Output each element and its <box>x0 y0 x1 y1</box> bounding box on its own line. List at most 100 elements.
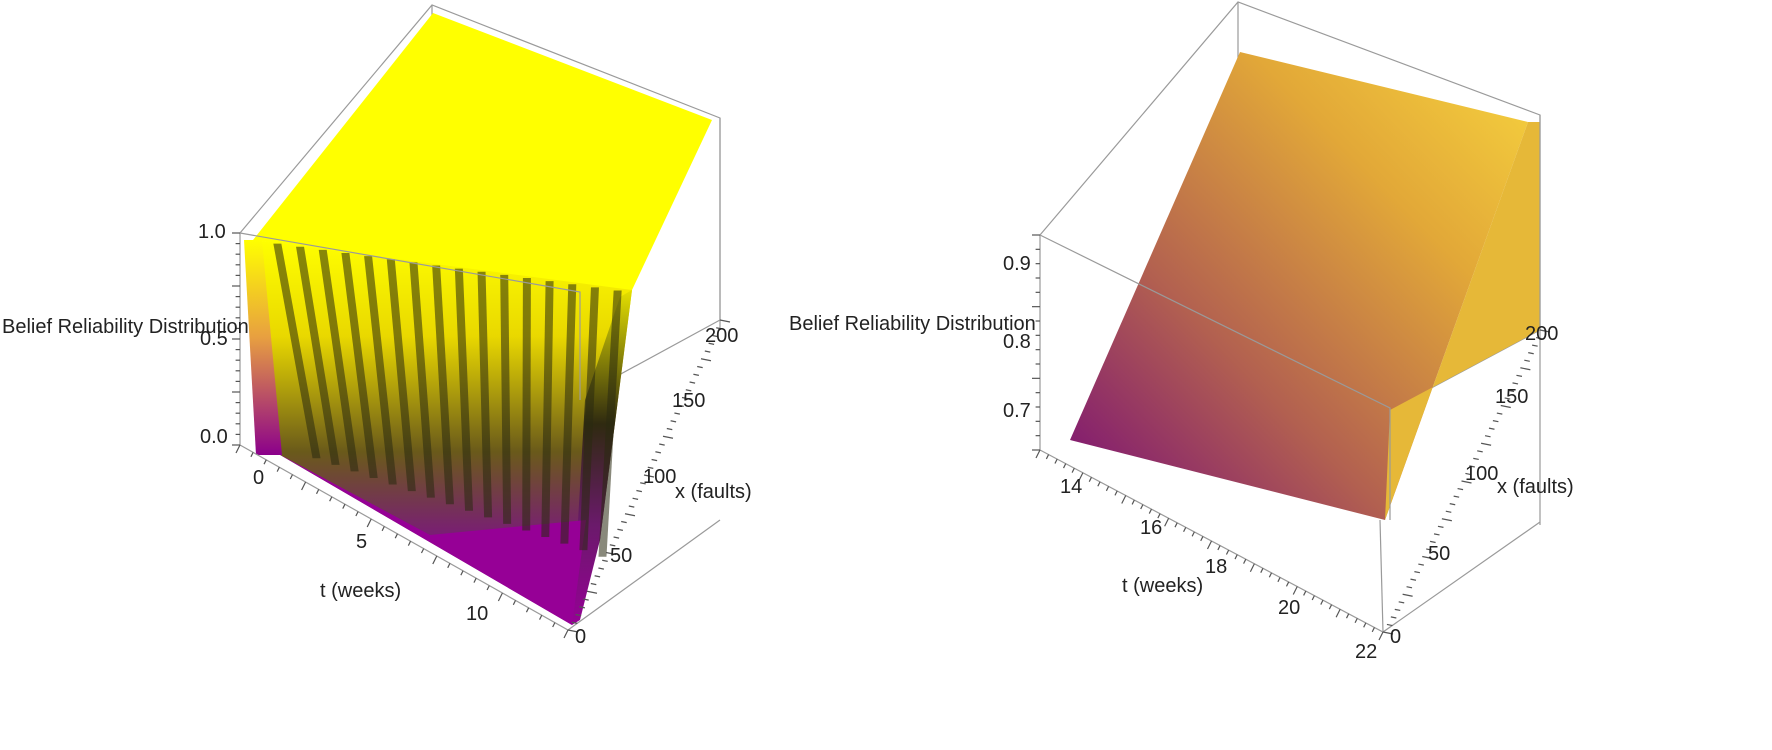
tick-mark <box>719 319 731 323</box>
x-tick-0: 0 <box>253 467 264 489</box>
x-axis-label: t (weeks) <box>320 580 401 602</box>
z-tick-0.5: 0.5 <box>200 328 228 350</box>
tick-mark <box>1422 555 1433 560</box>
tick-mark <box>1532 344 1538 347</box>
tick-mark <box>1328 604 1333 610</box>
ridge <box>273 243 321 459</box>
tick-mark <box>1260 568 1264 573</box>
x-tick-22: 22 <box>1355 641 1377 663</box>
tick-mark <box>1461 480 1472 484</box>
tick-mark <box>366 518 372 528</box>
tick-mark <box>1390 616 1397 619</box>
ridge <box>296 246 340 465</box>
tick-mark <box>1183 527 1187 533</box>
surface-ridges <box>273 243 622 557</box>
tick-mark <box>1243 558 1247 564</box>
tick-mark <box>1516 374 1523 377</box>
x-tick-5: 5 <box>356 531 367 553</box>
tick-mark <box>704 350 711 353</box>
tick-mark <box>1481 442 1492 446</box>
plot-right: 0.9 0.8 0.7 Belief Reliability Distribut… <box>789 1 1574 663</box>
tick-mark <box>708 342 715 345</box>
tick-mark <box>394 533 398 539</box>
surface-side-face <box>1385 122 1540 520</box>
tick-mark <box>1386 623 1393 627</box>
y-tick-50: 50 <box>610 545 632 567</box>
tick-mark <box>579 606 586 609</box>
tick-mark <box>263 459 267 465</box>
surface-left-face <box>244 240 282 455</box>
tick-mark <box>609 544 616 547</box>
tick-mark <box>301 481 307 491</box>
tick-mark <box>1508 389 1515 393</box>
tick-mark <box>1045 454 1050 460</box>
tick-mark <box>342 503 346 509</box>
tick-mark <box>693 373 700 376</box>
ridge <box>432 265 454 505</box>
tick-mark <box>460 570 464 576</box>
tick-mark <box>1363 622 1367 628</box>
tick-mark <box>613 536 620 539</box>
tick-mark <box>289 474 294 480</box>
x-tick-16: 16 <box>1140 517 1162 539</box>
surface-plane <box>1070 52 1528 520</box>
tick-mark <box>1035 449 1041 459</box>
tick-mark <box>1449 503 1456 506</box>
tick-mark <box>447 563 451 569</box>
tick-mark <box>1088 477 1092 482</box>
tick-mark <box>655 451 662 454</box>
tick-mark <box>674 412 681 415</box>
tick-mark <box>681 396 693 401</box>
tick-mark <box>1484 435 1491 438</box>
tick-mark <box>276 466 280 472</box>
tick-mark <box>1528 352 1534 355</box>
tick-mark <box>700 358 712 362</box>
tick-mark <box>1469 465 1475 468</box>
tick-mark <box>605 551 617 556</box>
ridge <box>341 252 378 478</box>
plot-left: 1.0 0.5 0.0 Belief Reliability Distribut… <box>2 4 752 648</box>
y-tick-0: 0 <box>575 626 586 648</box>
tick-mark <box>1492 420 1499 423</box>
tick-mark <box>1437 525 1444 528</box>
tick-mark <box>628 505 635 508</box>
tick-mark <box>1157 513 1161 519</box>
tick-mark <box>598 567 605 570</box>
tick-mark <box>407 540 412 546</box>
tick-mark <box>512 600 517 606</box>
y-tick-200: 200 <box>1525 323 1558 345</box>
ridge <box>598 290 622 557</box>
tick-mark <box>1520 367 1531 371</box>
tick-mark <box>473 577 477 583</box>
axis-ticks <box>232 232 731 639</box>
surface-plateau <box>253 13 712 297</box>
tick-mark <box>432 555 438 565</box>
tick-mark <box>1378 631 1384 641</box>
tick-mark <box>355 511 359 517</box>
tick-mark <box>689 381 696 384</box>
tick-mark <box>1292 586 1298 595</box>
x-axis-label: t (weeks) <box>1122 575 1203 597</box>
tick-mark <box>329 496 333 502</box>
tick-mark <box>583 598 589 601</box>
tick-mark <box>497 592 503 602</box>
z-tick-0.8: 0.8 <box>1003 331 1031 353</box>
tick-mark <box>1062 463 1067 469</box>
tick-mark <box>1268 572 1273 578</box>
tick-mark <box>1453 495 1460 498</box>
tick-mark <box>1414 571 1421 574</box>
z-tick-0.7: 0.7 <box>1003 400 1031 422</box>
tick-mark <box>590 582 597 586</box>
tick-mark <box>1105 486 1110 492</box>
y-tick-150: 150 <box>672 390 705 412</box>
tick-mark <box>381 526 385 532</box>
y-axis-label: x (faults) <box>1497 476 1574 498</box>
tick-mark <box>1433 533 1440 536</box>
tick-mark <box>1500 404 1511 409</box>
tick-mark <box>1406 586 1413 589</box>
ridge <box>522 277 531 531</box>
y-tick-50: 50 <box>1428 543 1450 565</box>
tick-mark <box>678 404 684 407</box>
tick-mark <box>594 575 601 578</box>
tick-mark <box>1078 472 1084 482</box>
